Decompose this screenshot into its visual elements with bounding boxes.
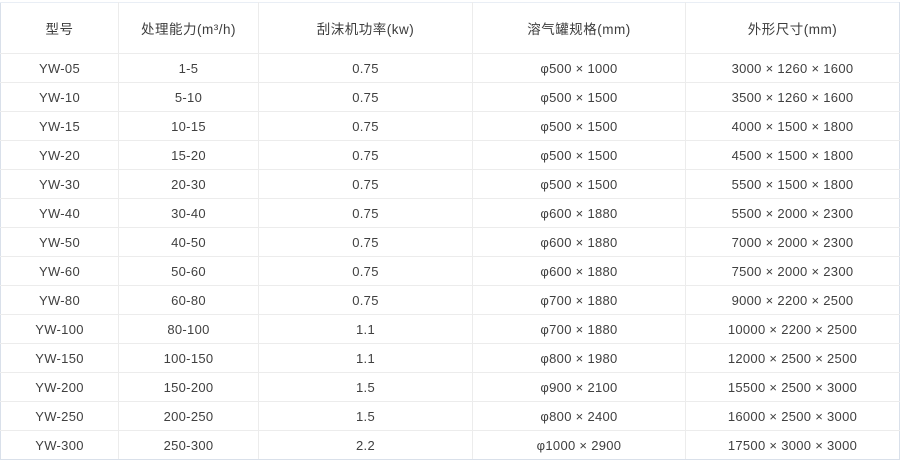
table-row: YW-250 200-250 1.5 φ800 × 2400 16000 × 2500 …	[0, 401, 900, 431]
cell-model: YW-50	[0, 227, 119, 257]
cell-scraper-power: 0.75	[258, 82, 473, 112]
cell-dimensions: 5500 × 1500 × 1800	[685, 169, 900, 199]
cell-capacity: 150-200	[118, 372, 259, 402]
cell-scraper-power: 0.75	[258, 169, 473, 199]
cell-dimensions: 4000 × 1500 × 1800	[685, 111, 900, 141]
column-header-model: 型号	[0, 2, 119, 54]
cell-dimensions: 10000 × 2200 × 2500	[685, 314, 900, 344]
cell-capacity: 200-250	[118, 401, 259, 431]
cell-model: YW-30	[0, 169, 119, 199]
table-row: YW-20 15-20 0.75 φ500 × 1500 4500 × 1500 × 1…	[0, 140, 900, 170]
cell-tank-spec: φ500 × 1500	[472, 169, 686, 199]
table-row: YW-60 50-60 0.75 φ600 × 1880 7500 × 2000 × 2…	[0, 256, 900, 286]
cell-dimensions: 3500 × 1260 × 1600	[685, 82, 900, 112]
cell-dimensions: 9000 × 2200 × 2500	[685, 285, 900, 315]
table-row: YW-150 100-150 1.1 φ800 × 1980 12000 × 2500 …	[0, 343, 900, 373]
cell-capacity: 20-30	[118, 169, 259, 199]
cell-tank-spec: φ500 × 1500	[472, 111, 686, 141]
cell-scraper-power: 1.5	[258, 401, 473, 431]
table-row: YW-05 1-5 0.75 φ500 × 1000 3000 × 1260 × 160…	[0, 53, 900, 83]
cell-capacity: 250-300	[118, 430, 259, 460]
cell-scraper-power: 2.2	[258, 430, 473, 460]
cell-tank-spec: φ500 × 1500	[472, 82, 686, 112]
cell-capacity: 50-60	[118, 256, 259, 286]
column-header-tank-spec: 溶气罐规格(mm)	[472, 2, 686, 54]
cell-tank-spec: φ700 × 1880	[472, 314, 686, 344]
cell-model: YW-80	[0, 285, 119, 315]
table-row: YW-80 60-80 0.75 φ700 × 1880 9000 × 2200 × 2…	[0, 285, 900, 315]
cell-tank-spec: φ900 × 2100	[472, 372, 686, 402]
table-row: YW-30 20-30 0.75 φ500 × 1500 5500 × 1500 × 1…	[0, 169, 900, 199]
cell-model: YW-250	[0, 401, 119, 431]
cell-model: YW-20	[0, 140, 119, 170]
column-header-scraper-power: 刮沫机功率(kw)	[258, 2, 473, 54]
cell-scraper-power: 1.5	[258, 372, 473, 402]
cell-scraper-power: 0.75	[258, 256, 473, 286]
table-row: YW-100 80-100 1.1 φ700 × 1880 10000 × 2200 ×…	[0, 314, 900, 344]
cell-dimensions: 7000 × 2000 × 2300	[685, 227, 900, 257]
cell-tank-spec: φ1000 × 2900	[472, 430, 686, 460]
column-header-dimensions: 外形尺寸(mm)	[685, 2, 900, 54]
cell-capacity: 5-10	[118, 82, 259, 112]
cell-capacity: 100-150	[118, 343, 259, 373]
cell-model: YW-60	[0, 256, 119, 286]
cell-capacity: 1-5	[118, 53, 259, 83]
cell-tank-spec: φ600 × 1880	[472, 256, 686, 286]
cell-model: YW-300	[0, 430, 119, 460]
cell-capacity: 15-20	[118, 140, 259, 170]
cell-scraper-power: 1.1	[258, 314, 473, 344]
cell-dimensions: 17500 × 3000 × 3000	[685, 430, 900, 460]
cell-model: YW-05	[0, 53, 119, 83]
table-row: YW-15 10-15 0.75 φ500 × 1500 4000 × 1500 × 1…	[0, 111, 900, 141]
table-row: YW-40 30-40 0.75 φ600 × 1880 5500 × 2000 × 2…	[0, 198, 900, 228]
cell-capacity: 80-100	[118, 314, 259, 344]
cell-tank-spec: φ700 × 1880	[472, 285, 686, 315]
cell-scraper-power: 0.75	[258, 198, 473, 228]
cell-tank-spec: φ800 × 1980	[472, 343, 686, 373]
cell-scraper-power: 0.75	[258, 285, 473, 315]
cell-capacity: 60-80	[118, 285, 259, 315]
cell-dimensions: 7500 × 2000 × 2300	[685, 256, 900, 286]
cell-model: YW-40	[0, 198, 119, 228]
cell-tank-spec: φ500 × 1500	[472, 140, 686, 170]
cell-tank-spec: φ600 × 1880	[472, 198, 686, 228]
cell-dimensions: 16000 × 2500 × 3000	[685, 401, 900, 431]
spec-table-body: YW-05 1-5 0.75 φ500 × 1000 3000 × 1260 × 160…	[0, 53, 900, 460]
cell-model: YW-10	[0, 82, 119, 112]
column-header-capacity: 处理能力(m³/h)	[118, 2, 259, 54]
cell-capacity: 30-40	[118, 198, 259, 228]
cell-dimensions: 12000 × 2500 × 2500	[685, 343, 900, 373]
cell-scraper-power: 0.75	[258, 53, 473, 83]
table-row: YW-10 5-10 0.75 φ500 × 1500 3500 × 1260 × 16…	[0, 82, 900, 112]
spec-table-header-row: 型号 处理能力(m³/h) 刮沫机功率(kw) 溶气罐规格(mm) 外形尺寸(mm)	[0, 2, 900, 54]
cell-scraper-power: 0.75	[258, 227, 473, 257]
cell-capacity: 10-15	[118, 111, 259, 141]
table-row: YW-200 150-200 1.5 φ900 × 2100 15500 × 2500 …	[0, 372, 900, 402]
cell-tank-spec: φ800 × 2400	[472, 401, 686, 431]
cell-dimensions: 4500 × 1500 × 1800	[685, 140, 900, 170]
cell-scraper-power: 0.75	[258, 140, 473, 170]
cell-model: YW-15	[0, 111, 119, 141]
cell-scraper-power: 1.1	[258, 343, 473, 373]
cell-tank-spec: φ600 × 1880	[472, 227, 686, 257]
cell-scraper-power: 0.75	[258, 111, 473, 141]
cell-dimensions: 5500 × 2000 × 2300	[685, 198, 900, 228]
cell-dimensions: 3000 × 1260 × 1600	[685, 53, 900, 83]
cell-model: YW-150	[0, 343, 119, 373]
cell-capacity: 40-50	[118, 227, 259, 257]
table-row: YW-50 40-50 0.75 φ600 × 1880 7000 × 2000 × 2…	[0, 227, 900, 257]
cell-dimensions: 15500 × 2500 × 3000	[685, 372, 900, 402]
cell-model: YW-200	[0, 372, 119, 402]
cell-tank-spec: φ500 × 1000	[472, 53, 686, 83]
table-row: YW-300 250-300 2.2 φ1000 × 2900 17500 × 3000…	[0, 430, 900, 460]
cell-model: YW-100	[0, 314, 119, 344]
